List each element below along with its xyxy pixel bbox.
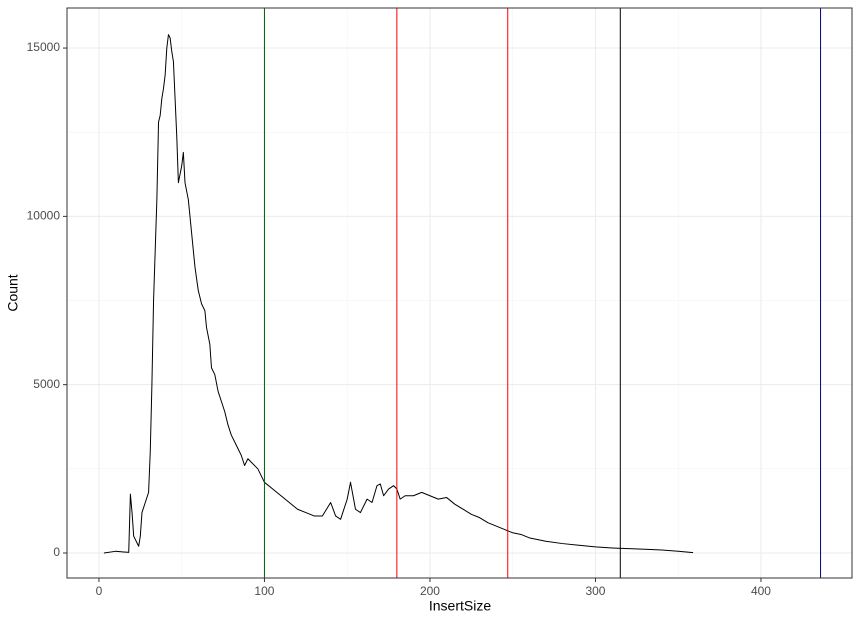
y-tick-label: 15000	[27, 40, 61, 54]
x-tick-label: 300	[585, 584, 605, 598]
y-tick-label: 5000	[33, 377, 60, 391]
x-tick-label: 200	[420, 584, 440, 598]
y-axis-title: Count	[5, 274, 21, 311]
x-tick-label: 100	[254, 584, 274, 598]
x-axis-title: InsertSize	[429, 598, 491, 614]
data-line	[103, 34, 694, 554]
x-tick-label: 400	[751, 584, 771, 598]
plot-border	[66, 7, 853, 579]
y-tick-label: 10000	[27, 209, 61, 223]
x-tick-label: 0	[96, 584, 103, 598]
y-tick-label: 0	[53, 545, 60, 559]
